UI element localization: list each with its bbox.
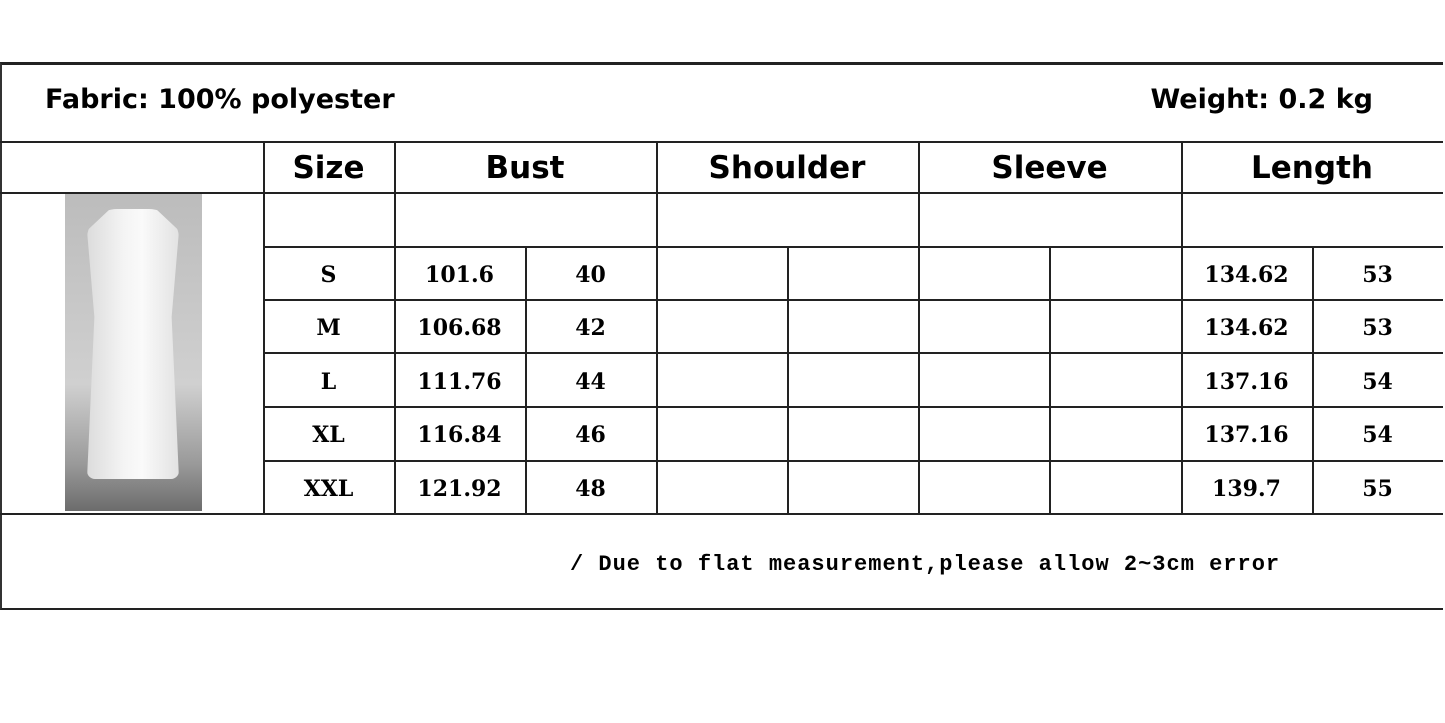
table-cell (918, 355, 1049, 408)
row-divider (0, 141, 1443, 143)
table-cell: 137.16 (1204, 422, 1289, 448)
row-divider (263, 352, 1443, 354)
measurement-note: / Due to flat measurement,please allow 2… (570, 552, 1281, 577)
table-cell: 134.62 (1204, 261, 1289, 288)
table-cell: XL (312, 422, 345, 448)
table-cell: 106.68 (417, 315, 502, 341)
column-divider (263, 141, 265, 514)
table-cell (787, 462, 918, 515)
table-cell (787, 248, 918, 301)
table-cell: L (320, 368, 337, 395)
table-cell: 134.62 (1204, 315, 1289, 341)
column-divider (1181, 141, 1183, 514)
row-divider (263, 406, 1443, 408)
table-cell (656, 355, 787, 408)
column-divider (1049, 246, 1051, 514)
product-photo (65, 194, 202, 511)
table-cell: S (320, 261, 337, 288)
table-cell: M (316, 315, 341, 341)
table-cell (918, 302, 1049, 355)
table-cell: 48 (575, 475, 606, 502)
table-cell (918, 409, 1049, 462)
table-cell: 139.7 (1212, 475, 1281, 502)
table-cell (787, 409, 918, 462)
column-divider (787, 246, 789, 514)
row-divider (263, 460, 1443, 462)
row-divider (263, 299, 1443, 301)
table-cell (656, 462, 787, 515)
column-divider (394, 141, 396, 514)
table-cell (787, 355, 918, 408)
table-cell (1049, 302, 1181, 355)
table-cell (1049, 248, 1181, 301)
row-divider (263, 246, 1443, 248)
table-cell: 40 (575, 261, 606, 288)
column-divider (1312, 246, 1314, 514)
table-cell: 54 (1362, 422, 1393, 448)
size-chart (0, 62, 1443, 610)
weight-label: Weight: 0.2 kg (1150, 84, 1373, 115)
table-cell (656, 248, 787, 301)
table-cell (656, 409, 787, 462)
column-header: Shoulder (708, 150, 866, 186)
column-divider (525, 246, 527, 514)
column-divider (656, 141, 658, 514)
table-cell (918, 462, 1049, 515)
table-cell (1049, 462, 1181, 515)
row-divider (0, 513, 1443, 515)
table-cell: 54 (1362, 368, 1393, 395)
column-header: Bust (485, 150, 565, 186)
fabric-label: Fabric: 100% polyester (45, 84, 395, 115)
column-header: Size (292, 150, 365, 186)
table-cell: 111.76 (417, 368, 502, 395)
dress-image (87, 209, 179, 479)
table-cell: 55 (1362, 475, 1393, 502)
table-cell: XXL (303, 475, 354, 502)
row-divider (0, 192, 1443, 194)
table-cell (656, 302, 787, 355)
table-cell (918, 248, 1049, 301)
column-header: Length (1251, 150, 1373, 186)
table-cell (1049, 355, 1181, 408)
table-cell: 46 (575, 422, 606, 448)
column-divider (918, 141, 920, 514)
table-cell: 53 (1362, 261, 1393, 288)
table-cell: 44 (575, 368, 606, 395)
table-cell: 116.84 (417, 422, 502, 448)
column-header: Sleeve (991, 150, 1108, 186)
table-cell: 137.16 (1204, 368, 1289, 395)
table-cell (1049, 409, 1181, 462)
table-cell (787, 302, 918, 355)
table-cell: 42 (575, 315, 606, 341)
table-cell: 53 (1362, 315, 1393, 341)
table-cell: 101.6 (425, 261, 494, 288)
table-cell: 121.92 (417, 475, 502, 502)
